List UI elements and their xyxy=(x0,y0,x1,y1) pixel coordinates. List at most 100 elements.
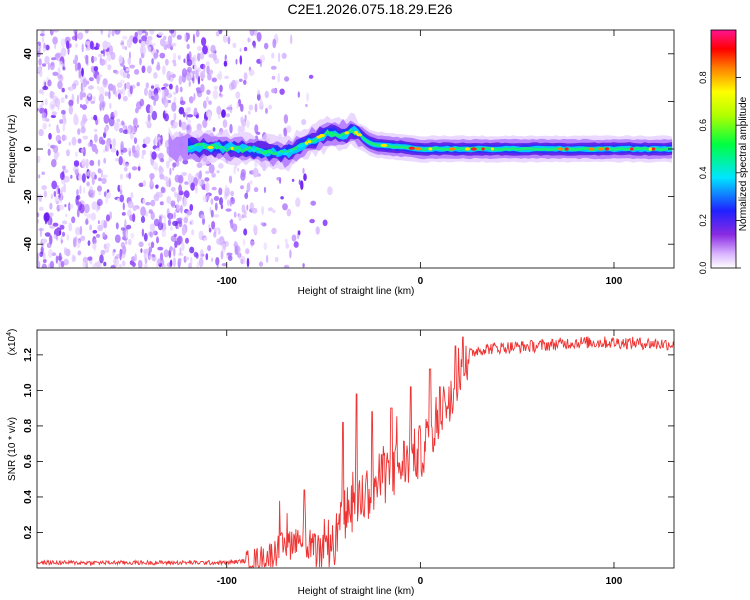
spectrogram-noise-cell xyxy=(178,257,182,263)
spectrogram-noise-cell xyxy=(77,138,82,144)
spectrogram-noise-cell xyxy=(179,86,183,93)
spectrogram-noise-cell xyxy=(99,254,104,264)
spectrogram-noise-cell xyxy=(128,238,132,246)
spectrogram-noise-cell xyxy=(208,100,212,105)
spectrogram-noise-cell xyxy=(186,210,193,216)
spectrogram-noise-cell xyxy=(128,147,131,152)
spectrogram-noise-cell xyxy=(186,73,192,81)
spectrogram-hotspot xyxy=(630,147,634,151)
spectrogram-noise-cell xyxy=(60,260,65,268)
spectrogram-noise-cell xyxy=(159,173,165,180)
spectrogram-noise-cell xyxy=(167,212,174,220)
spectrogram-noise-cell xyxy=(60,47,67,57)
spectrogram-noise-cell xyxy=(133,137,138,145)
colorbar-ticks: 0.0 0.2 0.4 0.6 0.8 xyxy=(698,71,741,274)
spectrogram-hotspot xyxy=(356,133,363,137)
spectrogram-noise-cell xyxy=(182,159,189,165)
spectrogram-noise-cell xyxy=(179,247,182,254)
spectrogram-noise-cell xyxy=(165,58,169,66)
colorbar-tick-label: 0.4 xyxy=(698,167,708,180)
spectrogram-noise-cell xyxy=(121,260,126,267)
spectrogram-noise-cell xyxy=(202,45,208,55)
spectrogram-noise-cell xyxy=(176,34,182,40)
spectrogram-hotspot xyxy=(304,141,309,145)
spectrogram-hotspot xyxy=(230,146,234,150)
spectrogram-noise-cell xyxy=(118,55,123,64)
spectrogram-noise-cell xyxy=(102,78,108,88)
spectrogram-noise-cell xyxy=(224,184,228,193)
spectrogram-noise-cell xyxy=(178,174,184,184)
spectrogram-noise-cell xyxy=(197,52,201,62)
spectrogram-noise-cell xyxy=(246,182,251,193)
spectrogram-noise-cell xyxy=(75,226,81,236)
spectrogram-noise-cell xyxy=(186,43,190,50)
spectrogram-noise-cell xyxy=(213,196,220,201)
spectrogram-noise-cell xyxy=(38,58,42,66)
spectrogram-ridge-band xyxy=(188,128,673,156)
spectrogram-noise-cell xyxy=(68,99,74,107)
spectrogram-hotspot xyxy=(648,147,653,151)
spectrogram-noise-cell xyxy=(166,195,171,204)
spectrogram-noise-cell xyxy=(134,31,138,38)
spectrogram-noise-cell xyxy=(101,177,107,184)
spectrogram-noise-cell xyxy=(170,200,176,207)
spectrogram-noise-cell xyxy=(142,143,146,149)
spectrogram-noise-cell xyxy=(89,40,94,50)
spectrogram-noise-cell xyxy=(163,214,167,223)
spectrogram-noise-cell xyxy=(77,250,82,256)
spectrogram-noise-cell xyxy=(182,111,186,118)
spectrogram-noise-cell xyxy=(196,90,202,94)
spectrogram-noise-cell xyxy=(187,119,192,126)
spectrogram-noise-cell xyxy=(218,163,224,169)
spectrogram-noise-cell xyxy=(43,190,47,198)
spectrogram-noise-cell xyxy=(62,66,66,71)
spectrogram-noise-cell xyxy=(143,232,148,242)
spectrogram-noise-cell xyxy=(184,33,187,42)
spectrogram-noise-cell xyxy=(148,255,153,260)
spectrogram-hotspot xyxy=(604,147,610,151)
spectrogram-noise-cell xyxy=(327,186,333,196)
spectrogram-noise-cell xyxy=(300,180,304,191)
spectrogram-noise-cell xyxy=(64,247,67,255)
spectrogram-noise-cell xyxy=(95,233,101,238)
spectrogram-noise-cell xyxy=(291,178,295,182)
spectrogram-noise-cell xyxy=(103,149,106,153)
spectrogram-noise-cell xyxy=(237,167,240,172)
snr-axes: -100 0 100 0.2 0.4 0.6 0.8 1.0 1.2 xyxy=(23,330,674,587)
spectrogram-noise-cell xyxy=(127,128,131,135)
spectrogram-noise-cell xyxy=(172,59,177,64)
spectrogram-noise-cell xyxy=(149,223,156,232)
spectrogram-noise-cell xyxy=(220,203,224,210)
spectrogram-noise-cell xyxy=(198,179,202,186)
spectrogram-noise-cell xyxy=(47,61,51,71)
spectrogram-noise-cell xyxy=(187,173,193,183)
spectrogram-noise-cell xyxy=(160,134,163,145)
spectrogram-noise-cell xyxy=(215,31,220,37)
spectrogram-noise-cell xyxy=(248,69,255,76)
spectrogram-noise-cell xyxy=(98,93,105,103)
spectrogram-noise-cell xyxy=(181,225,186,236)
spectrogram-noise-cell xyxy=(120,141,124,151)
spectrogram-noise-cell xyxy=(210,44,216,54)
spectrogram-noise-cell xyxy=(38,206,44,211)
spectrogram-noise-cell xyxy=(254,103,258,113)
spectrogram-xlabel: Height of straight line (km) xyxy=(298,286,415,297)
spectrogram-noise-cell xyxy=(53,234,57,239)
spectrogram-hotspot xyxy=(252,148,256,152)
spectrogram-noise-cell xyxy=(105,194,108,204)
spectrogram-noise-cell xyxy=(243,228,248,236)
spectrogram-noise-cell xyxy=(256,131,261,135)
spectrogram-noise-cell xyxy=(60,171,65,181)
spectrogram-noise-cell xyxy=(140,248,143,253)
spectrogram-noise-cell xyxy=(153,138,156,146)
spectrogram-noise-cell xyxy=(159,215,162,224)
colorbar-gradient xyxy=(711,30,736,268)
spectrogram-noise-cell xyxy=(248,104,254,111)
spectrogram-noise-cell xyxy=(195,184,198,194)
spectrogram-noise-cell xyxy=(131,262,136,267)
spectrogram-noise-cell xyxy=(178,106,185,115)
spectrogram-noise-cell xyxy=(169,83,173,90)
spectrogram-noise-cell xyxy=(81,83,85,93)
spectrogram-noise-cell xyxy=(205,96,209,102)
spectrogram-hotspot xyxy=(651,147,656,151)
